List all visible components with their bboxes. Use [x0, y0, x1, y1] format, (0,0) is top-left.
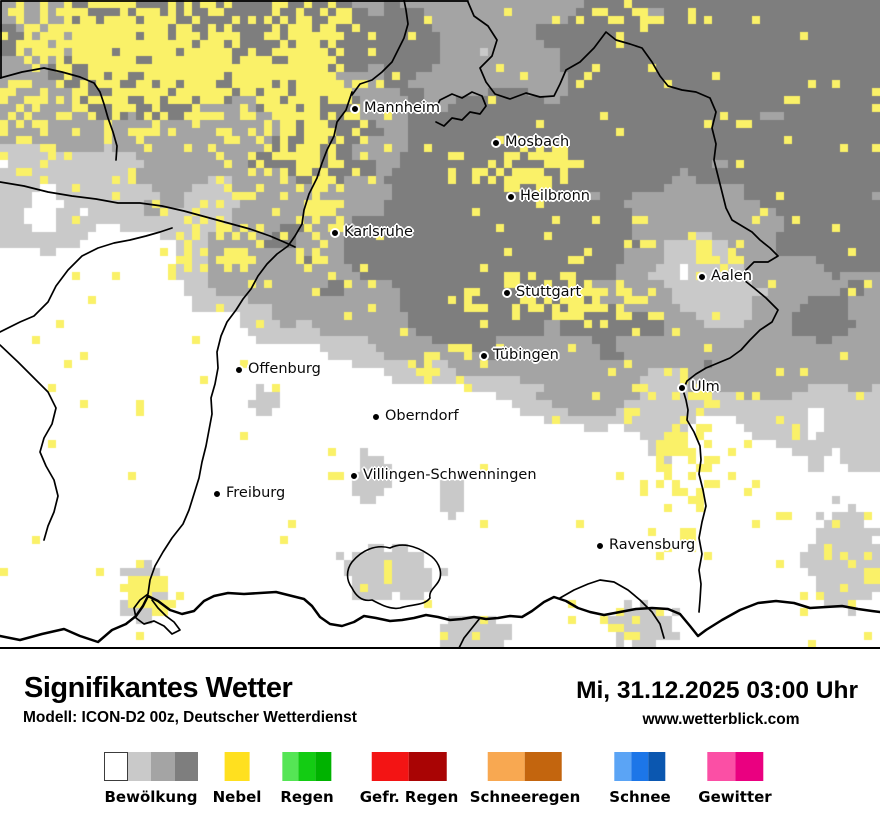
city-dot: [505, 191, 516, 202]
legend-swatch: [707, 752, 735, 781]
city-label: Villingen-Schwenningen: [363, 467, 537, 483]
legend-swatch: [408, 752, 447, 781]
legend-swatch: [614, 752, 632, 781]
city-label: Mannheim: [364, 100, 441, 116]
city-dot: [329, 227, 340, 238]
state-borders-overlay: [0, 0, 880, 649]
legend-swatch: [224, 752, 250, 781]
legend-swatches: [280, 752, 333, 781]
city-label: Offenburg: [248, 361, 321, 377]
legend-swatch: [488, 752, 525, 781]
city-label: Oberndorf: [385, 408, 459, 424]
weather-raster-canvas: [0, 0, 880, 648]
border-rhine: [147, 91, 353, 595]
border-lindau: [559, 579, 665, 639]
city-dot: [676, 382, 687, 393]
border-alsace-west: [0, 227, 173, 333]
city-dot: [478, 350, 489, 361]
legend-swatch: [525, 752, 562, 781]
city-label: Freiburg: [226, 485, 286, 501]
website-url: www.wetterblick.com: [642, 711, 800, 728]
city-label: Karlsruhe: [344, 224, 413, 240]
legend-swatch: [127, 752, 151, 781]
legend-swatch: [648, 752, 666, 781]
city-dot: [348, 470, 359, 481]
border-vosges: [0, 344, 59, 541]
city-dot: [370, 411, 381, 422]
legend-item: Regen: [280, 752, 334, 806]
legend-swatches: [104, 752, 198, 781]
legend-swatch: [735, 752, 763, 781]
city-label: Ulm: [691, 379, 720, 395]
border-constance-stub: [458, 617, 481, 649]
city-label: Mosbach: [505, 134, 570, 150]
page-title: Signifikantes Wetter: [24, 672, 293, 704]
city-markers-layer: Mannheim Mosbach Heilbronn Karlsruhe Aalen St…: [211, 100, 752, 553]
city-dot: [696, 271, 707, 282]
city-label: Stuttgart: [516, 284, 582, 300]
legend-label: Bewölkung: [104, 788, 198, 806]
city-dot: [501, 287, 512, 298]
border-hessen-bavaria: [467, 1, 779, 613]
legend-item: Schneeregen: [469, 752, 581, 806]
legend-item: Bewölkung: [104, 752, 198, 806]
border-basel-knot: [133, 593, 181, 635]
city-dot: [349, 103, 360, 114]
legend-label: Nebel: [212, 788, 262, 806]
border-mannheim-north: [351, 0, 409, 96]
legend-swatches: [470, 752, 581, 781]
border-top-edge: [0, 0, 469, 79]
legend-item: Gewitter: [698, 752, 772, 806]
map-bottom-divider: [0, 647, 880, 649]
legend-swatches: [609, 752, 670, 781]
legend-swatch: [151, 752, 175, 781]
legend-label: Gefr. Regen: [359, 788, 459, 806]
legend-item: Gefr. Regen: [359, 752, 459, 806]
legend-swatch: [282, 752, 299, 781]
legend-item: Nebel: [212, 752, 262, 806]
legend-swatches: [213, 752, 262, 781]
city-label: Ravensburg: [609, 537, 696, 553]
border-schaffhausen: [346, 544, 442, 610]
legend-swatches: [360, 752, 459, 781]
weather-map: Mannheim Mosbach Heilbronn Karlsruhe Aalen St…: [0, 0, 880, 650]
legend-label: Schnee: [609, 788, 671, 806]
forecast-datetime: Mi, 31.12.2025 03:00 Uhr: [576, 677, 858, 704]
legend-swatch: [371, 752, 409, 781]
weather-legend: Bewölkung Nebel Regen Gefr. Regen Schneerege…: [0, 752, 880, 812]
city-dot: [594, 540, 605, 551]
model-info: Modell: ICON-D2 00z, Deutscher Wetterdie…: [23, 709, 357, 726]
border-swiss-south: [0, 590, 880, 644]
city-label: Heilbronn: [520, 188, 590, 204]
legend-swatch: [174, 752, 198, 781]
city-dot: [233, 364, 244, 375]
legend-swatches: [698, 752, 771, 781]
city-dot: [211, 488, 222, 499]
legend-swatch: [298, 752, 316, 781]
legend-item: Schnee: [609, 752, 671, 806]
legend-swatch: [104, 752, 128, 781]
city-label: Tübingen: [493, 347, 559, 363]
city-label: Aalen: [711, 268, 752, 284]
city-dot: [490, 137, 501, 148]
legend-label: Gewitter: [698, 788, 772, 806]
legend-swatch: [631, 752, 649, 781]
border-pfalz-west: [0, 67, 118, 161]
legend-label: Schneeregen: [469, 788, 581, 806]
legend-label: Regen: [280, 788, 334, 806]
legend-swatch: [315, 752, 332, 781]
border-neckar-squiggle: [433, 91, 487, 127]
border-alsace-north: [0, 181, 296, 248]
